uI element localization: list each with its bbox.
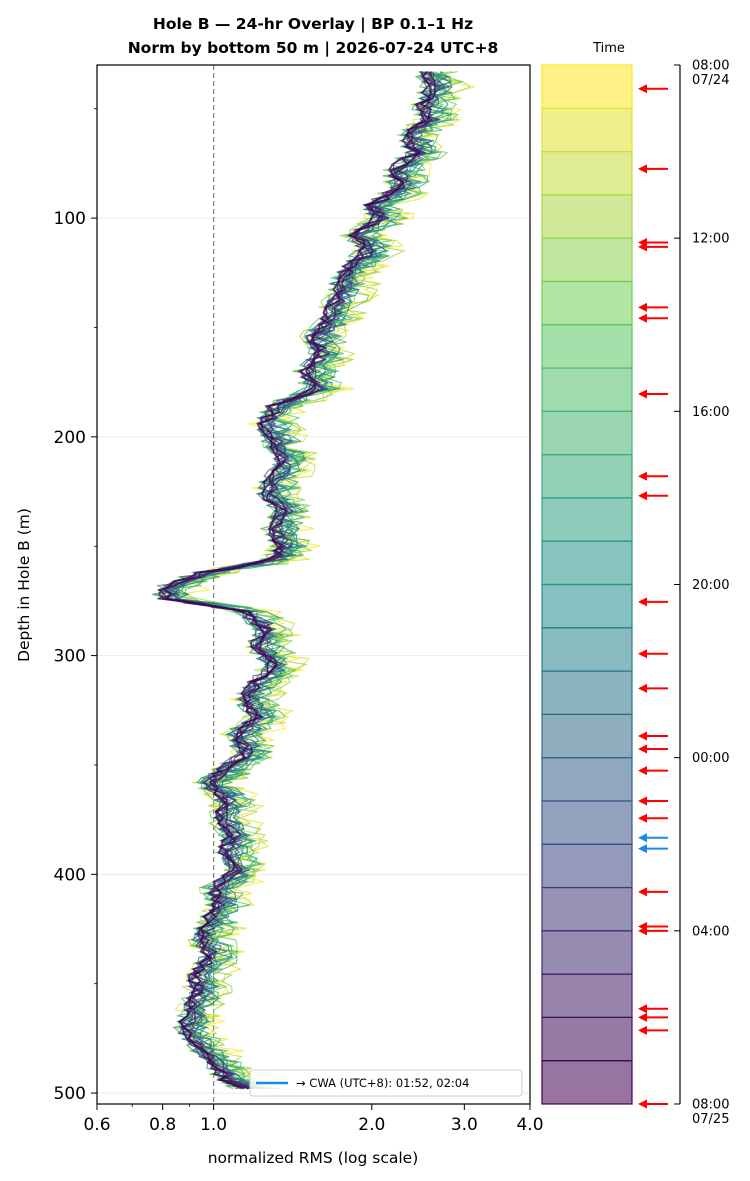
- cwa-arrow-head: [638, 844, 647, 854]
- time-tick-label: 20:00: [692, 578, 729, 593]
- colorbar-band: [541, 454, 633, 499]
- event-arrow-head: [638, 491, 647, 501]
- y-tick-label: 400: [54, 865, 86, 885]
- time-tick-label: 04:00: [692, 924, 729, 939]
- colorbar-band: [541, 973, 633, 1019]
- series-group: [151, 71, 475, 1090]
- x-tick-label: 3.0: [451, 1115, 478, 1135]
- colorbar-band: [541, 150, 633, 196]
- event-arrow-head: [638, 813, 647, 823]
- colorbar-band: [541, 540, 633, 586]
- colorbar-band: [541, 930, 633, 975]
- x-axis: 0.6 0.8 1.0 2.0 3.0 4.0: [83, 1104, 544, 1135]
- x-tick-label: 4.0: [516, 1115, 543, 1135]
- event-arrow-head: [638, 302, 647, 312]
- y-axis-label: Depth in Hole B (m): [15, 508, 33, 662]
- time-tick-label: 00:00: [692, 751, 729, 766]
- event-arrow-head: [638, 887, 647, 897]
- time-tick-label: 12:00: [692, 232, 729, 247]
- y-tick-label: 500: [54, 1084, 86, 1104]
- event-arrow-head: [638, 1025, 647, 1035]
- colorbar-band: [541, 64, 633, 109]
- x-tick-label: 2.0: [358, 1115, 385, 1135]
- x-axis-label: normalized RMS (log scale): [208, 1149, 419, 1167]
- event-arrow-head: [638, 744, 647, 754]
- event-arrow-head: [638, 471, 647, 481]
- colorbar-band: [541, 1016, 633, 1062]
- time-axis: 08:0007/2412:0016:0020:0000:0004:0008:00…: [674, 59, 729, 1127]
- time-tick-label: 16:00: [692, 405, 729, 420]
- event-arrow-head: [638, 597, 647, 607]
- plot-area: 0.6 0.8 1.0 2.0 3.0 4.0 100 200 300 400 500: [54, 64, 544, 1135]
- colorbar-band: [541, 367, 633, 412]
- colorbar-band: [541, 757, 633, 802]
- colorbar-band: [541, 497, 633, 542]
- colorbar-band: [541, 670, 633, 715]
- series-line: [163, 71, 432, 1090]
- plot-background: [97, 65, 530, 1104]
- event-arrow-head: [638, 84, 647, 94]
- y-tick-label: 200: [54, 428, 86, 448]
- chart-title-line1: Hole B — 24-hr Overlay | BP 0.1–1 Hz: [153, 15, 473, 34]
- colorbar-band: [541, 237, 633, 283]
- event-arrow-head: [638, 766, 647, 776]
- x-tick-label: 0.8: [149, 1115, 176, 1135]
- colorbar-title: Time: [592, 41, 625, 56]
- colorbar-band: [541, 107, 633, 153]
- event-arrow-head: [638, 389, 647, 399]
- event-arrows: [638, 84, 668, 1109]
- time-tick-label: 08:00: [692, 1098, 729, 1113]
- time-tick-date: 07/24: [692, 73, 729, 88]
- colorbar-band: [541, 324, 633, 369]
- colorbar-band: [541, 1060, 633, 1105]
- event-arrow-head: [638, 1012, 647, 1022]
- y-tick-label: 100: [54, 209, 86, 229]
- y-tick-label: 300: [54, 647, 86, 667]
- colorbar: [541, 64, 633, 1105]
- legend-label: → CWA (UTC+8): 01:52, 02:04: [296, 1076, 469, 1090]
- colorbar-band: [541, 886, 633, 932]
- time-tick-date: 07/25: [692, 1112, 729, 1127]
- colorbar-band: [541, 800, 633, 845]
- event-arrow-head: [638, 731, 647, 741]
- chart-title-line2: Norm by bottom 50 m | 2026-07-24 UTC+8: [128, 39, 499, 58]
- event-arrow-head: [638, 1099, 647, 1109]
- event-arrow-head: [638, 313, 647, 323]
- x-tick-label: 0.6: [83, 1115, 110, 1135]
- event-arrow-head: [638, 242, 647, 252]
- colorbar-band: [541, 713, 633, 759]
- plot-frame: [96, 64, 531, 1105]
- legend-box: [249, 1069, 523, 1097]
- colorbar-band: [541, 194, 633, 239]
- event-arrow-head: [638, 164, 647, 174]
- cwa-arrow-head: [638, 833, 647, 843]
- y-axis: 100 200 300 400 500: [54, 108, 97, 1104]
- colorbar-band: [541, 410, 633, 456]
- colorbar-band: [541, 627, 633, 672]
- x-tick-label: 1.0: [200, 1115, 227, 1135]
- legend: → CWA (UTC+8): 01:52, 02:04: [249, 1069, 523, 1097]
- event-arrow-head: [638, 649, 647, 659]
- colorbar-band: [541, 280, 633, 326]
- event-arrow-head: [638, 926, 647, 936]
- event-arrow-head: [638, 1004, 647, 1014]
- time-tick-label: 08:00: [692, 59, 729, 74]
- event-arrow-head: [638, 796, 647, 806]
- colorbar-band: [541, 583, 633, 629]
- event-arrow-head: [638, 683, 647, 693]
- colorbar-band: [541, 843, 633, 889]
